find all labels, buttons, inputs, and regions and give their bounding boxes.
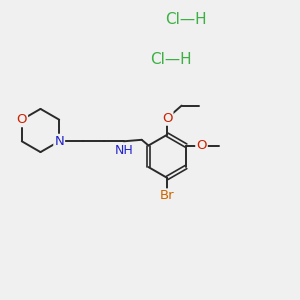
Text: Cl—H: Cl—H (150, 52, 192, 68)
Text: NH: NH (114, 144, 133, 158)
Text: O: O (16, 113, 27, 126)
Text: Cl—H: Cl—H (165, 12, 207, 27)
Text: O: O (162, 112, 172, 125)
Text: O: O (196, 139, 207, 152)
Text: Br: Br (160, 189, 175, 203)
Text: N: N (54, 135, 64, 148)
